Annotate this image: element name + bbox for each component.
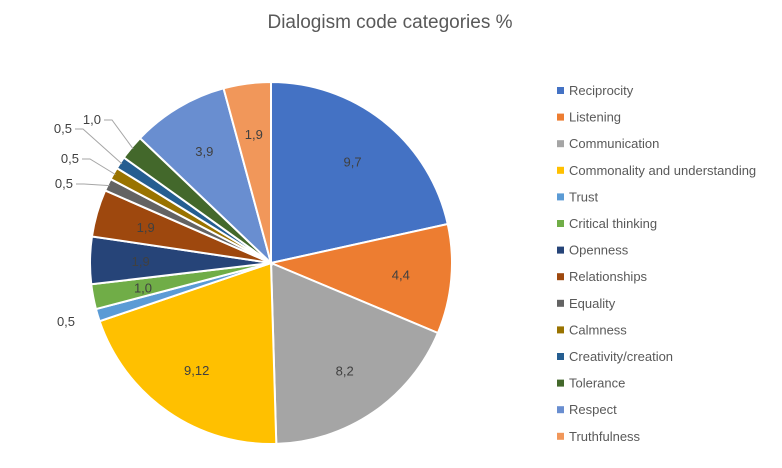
legend-label-equality: Equality (569, 296, 616, 311)
legend-label-trust: Trust (569, 189, 599, 204)
data-label-commonality-and-understanding: 9,12 (184, 363, 209, 378)
legend-swatch-tolerance (557, 379, 564, 387)
legend-label-communication: Communication (569, 136, 659, 151)
leader-line-creativity-creation (75, 128, 123, 165)
pie-slices (89, 80, 453, 445)
legend-swatch-respect (557, 406, 564, 414)
legend-swatch-listening (557, 113, 564, 121)
legend-label-relationships: Relationships (569, 269, 648, 284)
legend-swatch-commonality-and-understanding (557, 166, 564, 174)
data-label-listening: 4,4 (392, 268, 410, 283)
pie-slice-commonality-and-understanding (98, 261, 278, 445)
data-label-truthfulness: 1,9 (245, 127, 263, 142)
legend-label-openness: Openness (569, 243, 629, 258)
data-label-communication: 8,2 (336, 363, 354, 378)
data-label-trust: 0,5 (57, 314, 75, 329)
leader-line-tolerance (104, 119, 134, 150)
legend-swatch-trust (557, 193, 564, 201)
data-label-tolerance: 1,0 (83, 112, 101, 127)
chart-title: Dialogism code categories % (267, 12, 512, 33)
data-labels: 9,7 4,4 8,2 9,12 0,5 1,0 1,9 1,9 0,5 0,5 0,5 1,0 3,9… (54, 112, 410, 378)
leader-line-equality (76, 183, 110, 187)
data-label-equality: 0,5 (55, 176, 73, 191)
legend-label-truthfulness: Truthfulness (569, 429, 641, 444)
pie-slice-truthfulness (222, 80, 272, 264)
legend-swatch-openness (557, 246, 564, 254)
data-label-creativity-creation: 0,5 (54, 121, 72, 136)
data-label-calmness: 0,5 (61, 151, 79, 166)
legend-swatch-reciprocity (557, 87, 564, 94)
legend-swatch-critical-thinking (557, 220, 564, 227)
data-label-relationships: 1,9 (137, 220, 155, 235)
legend-swatch-creativity-creation (557, 353, 564, 360)
legend-label-tolerance: Tolerance (569, 376, 625, 391)
data-label-respect: 3,9 (195, 144, 213, 159)
legend-swatch-calmness (557, 326, 564, 334)
legend-label-respect: Respect (569, 402, 617, 417)
legend-label-listening: Listening (569, 110, 621, 125)
pie-slice-respect (138, 87, 273, 267)
legend-label-reciprocity: Reciprocity (569, 83, 634, 98)
legend-label-critical-thinking: Critical thinking (569, 216, 657, 231)
pie-slice-listening (267, 222, 453, 335)
data-label-openness: 1,9 (132, 254, 150, 269)
legend-label-commonality-and-understanding: Commonality and understanding (569, 163, 756, 178)
legend-swatch-relationships (557, 273, 564, 281)
data-label-critical-thinking: 1,0 (134, 280, 152, 295)
legend: Reciprocity Listening Communication Commona… (557, 83, 756, 444)
leader-line-calmness (82, 158, 116, 175)
legend-swatch-truthfulness (557, 432, 564, 440)
legend-swatch-communication (557, 140, 564, 148)
legend-label-calmness: Calmness (569, 322, 627, 337)
pie-slice-communication (269, 261, 440, 445)
legend-label-creativity-creation: Creativity/creation (569, 349, 673, 364)
data-label-reciprocity: 9,7 (344, 154, 362, 169)
leader-lines (75, 119, 134, 187)
pie-slice-reciprocity (270, 80, 449, 265)
legend-swatch-equality (557, 299, 564, 307)
